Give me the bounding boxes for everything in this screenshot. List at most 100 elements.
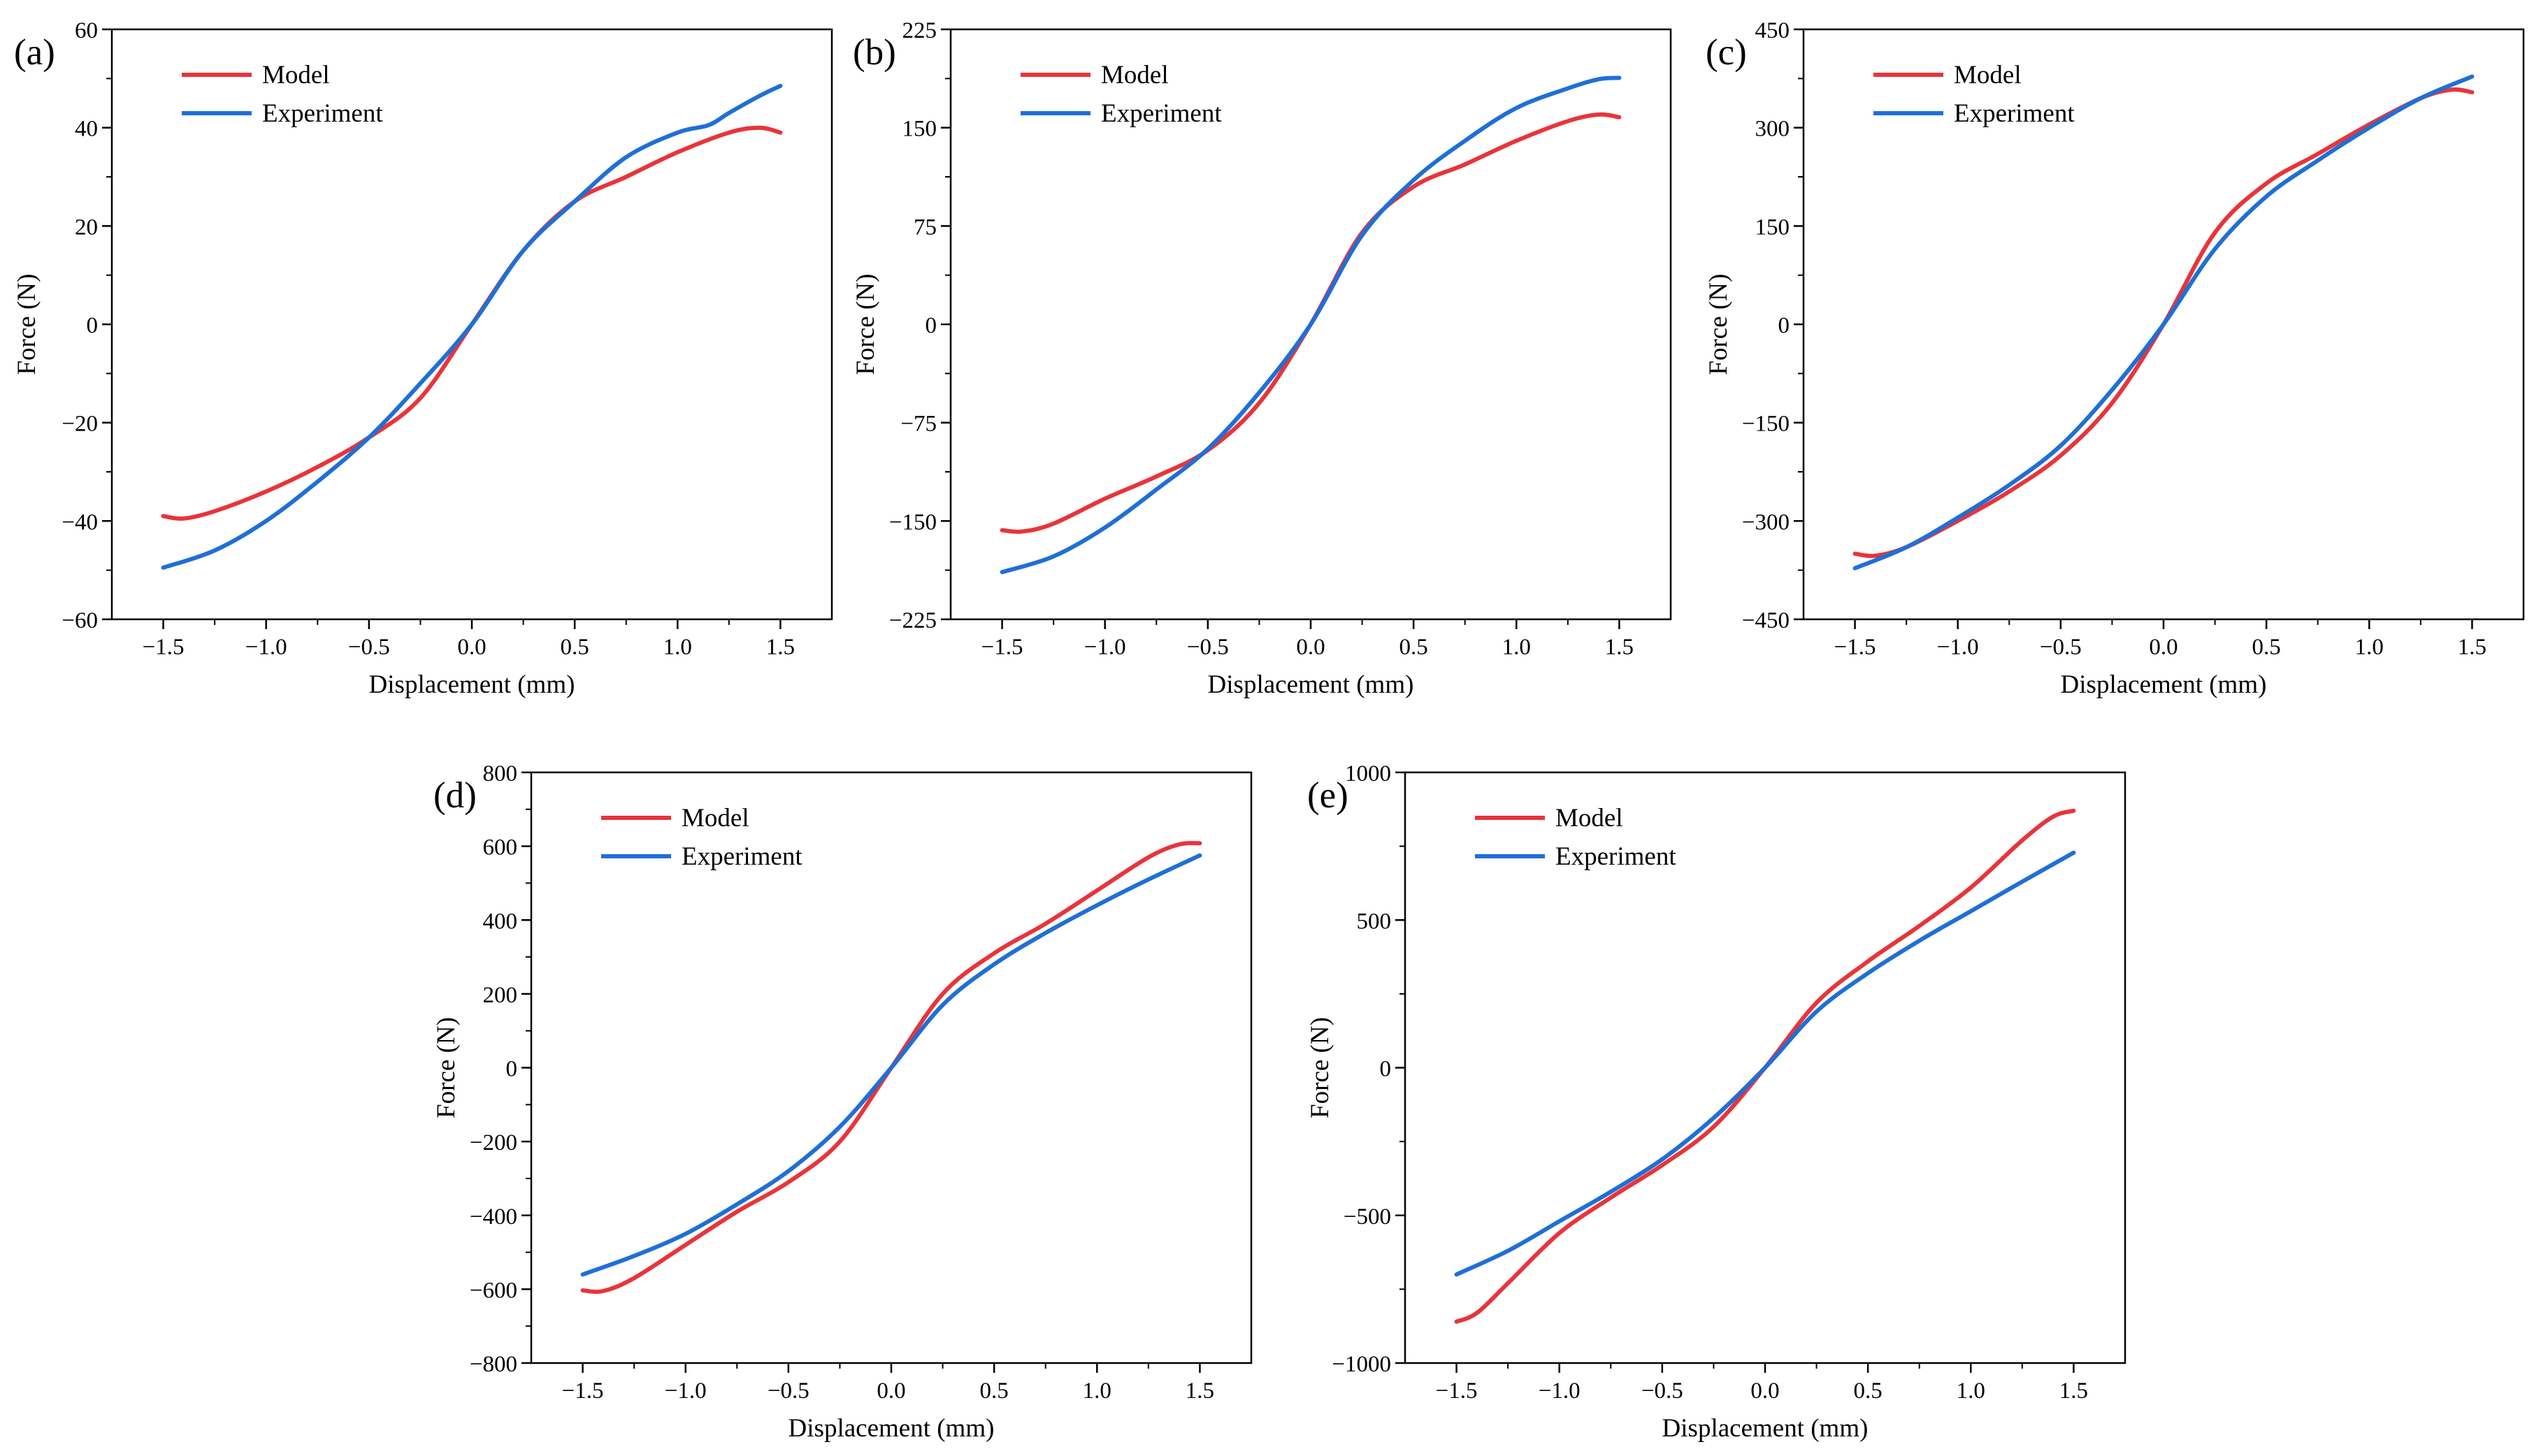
- chart-panel: −1.5 −1.0 −0.5 0.0 0.5 1.0 1.5 −225 −150 −75 0 75 15…: [851, 18, 1672, 699]
- y-tick-label: 450: [1755, 18, 1790, 43]
- y-tick-label: 0: [87, 313, 99, 338]
- y-axis-label: Force (N): [851, 274, 880, 375]
- y-tick-label: −20: [62, 412, 98, 437]
- panel-label: (c): [1706, 32, 1747, 73]
- y-axis-label: Force (N): [1306, 1017, 1334, 1118]
- y-tick-label: 1000: [1345, 761, 1391, 786]
- x-tick-label: 1.5: [2458, 635, 2486, 660]
- x-tick-label: 0.5: [2252, 635, 2281, 660]
- y-tick-label: 800: [483, 761, 518, 786]
- x-tick-label: −1.5: [981, 635, 1023, 660]
- y-tick-label: 0: [1380, 1057, 1392, 1082]
- x-axis-label: Displacement (mm): [1662, 1414, 1869, 1443]
- x-tick-label: −1.0: [665, 1378, 707, 1404]
- x-tick-label: 0.0: [457, 635, 486, 660]
- y-tick-label: −150: [1742, 412, 1790, 437]
- x-tick-label: −1.0: [245, 635, 287, 660]
- x-axis-label: Displacement (mm): [789, 1414, 995, 1443]
- x-tick-label: 0.0: [2149, 635, 2178, 660]
- x-tick-label: −1.5: [1436, 1378, 1478, 1404]
- x-tick-label: 1.0: [663, 635, 692, 660]
- y-tick-label: 300: [1755, 117, 1790, 142]
- chart-panel: −1.5 −1.0 −0.5 0.0 0.5 1.0 1.5 −450 −300 −150 0 150…: [1704, 18, 2525, 699]
- y-tick-label: 225: [902, 18, 937, 43]
- y-tick-label: −225: [889, 608, 937, 633]
- x-tick-label: −1.5: [143, 635, 185, 660]
- x-tick-label: −1.0: [1084, 635, 1126, 660]
- legend-label: Model: [682, 804, 749, 832]
- series-line-experiment: [1000, 75, 1622, 575]
- legend-label: Model: [1101, 61, 1169, 89]
- chart-panel: −1.5 −1.0 −0.5 0.0 0.5 1.0 1.5 −60 −40 −20 0 20 40 60…: [13, 18, 833, 699]
- y-tick-label: 500: [1357, 909, 1392, 934]
- y-tick-label: −150: [889, 510, 937, 535]
- x-tick-label: 0.0: [1750, 1378, 1779, 1404]
- x-tick-label: 0.0: [1296, 635, 1325, 660]
- panel-label: (a): [14, 32, 55, 73]
- y-tick-label: 40: [75, 117, 98, 142]
- x-tick-label: 1.0: [1502, 635, 1531, 660]
- y-tick-label: −60: [62, 608, 98, 633]
- legend-label: Model: [262, 61, 330, 89]
- legend-label: Model: [1555, 804, 1623, 832]
- series-line-experiment: [1454, 850, 2076, 1277]
- x-tick-label: −1.5: [562, 1378, 604, 1404]
- y-axis-label: Force (N): [432, 1017, 461, 1118]
- y-tick-label: 200: [483, 983, 518, 1008]
- x-tick-label: 0.0: [877, 1378, 905, 1404]
- y-tick-label: 600: [483, 835, 518, 860]
- x-tick-label: −1.0: [1937, 635, 1979, 660]
- y-tick-label: −800: [470, 1352, 517, 1377]
- x-tick-label: −0.5: [348, 635, 390, 660]
- y-tick-label: −40: [62, 510, 98, 535]
- legend-label: Experiment: [1101, 99, 1222, 128]
- legend-label: Experiment: [1954, 99, 2075, 128]
- panel-label: (d): [433, 775, 477, 816]
- y-tick-label: −500: [1344, 1204, 1391, 1230]
- legend-label: Experiment: [682, 842, 802, 871]
- chart-panel: −1.5 −1.0 −0.5 0.0 0.5 1.0 1.5 −1000 −500 0 500 100…: [1306, 761, 2126, 1443]
- y-tick-label: −75: [900, 412, 937, 437]
- legend-label: Model: [1954, 61, 2022, 89]
- series-line-experiment: [580, 853, 1202, 1277]
- x-tick-label: 0.5: [980, 1378, 1009, 1404]
- legend-label: Experiment: [1555, 842, 1676, 871]
- y-tick-label: 150: [1755, 215, 1790, 240]
- y-tick-label: 0: [1778, 313, 1790, 338]
- x-tick-label: −1.0: [1539, 1378, 1581, 1404]
- x-tick-label: −0.5: [1187, 635, 1229, 660]
- series-line-experiment: [1852, 74, 2475, 570]
- x-tick-label: −0.5: [1641, 1378, 1683, 1404]
- y-tick-label: 0: [506, 1057, 518, 1082]
- x-tick-label: 1.0: [2355, 635, 2384, 660]
- x-tick-label: 1.0: [1957, 1378, 1985, 1404]
- x-tick-label: −1.5: [1834, 635, 1876, 660]
- y-tick-label: 60: [75, 18, 98, 43]
- y-tick-label: −600: [470, 1278, 517, 1303]
- x-axis-label: Displacement (mm): [369, 670, 575, 699]
- x-axis-label: Displacement (mm): [1208, 670, 1414, 699]
- y-tick-label: 150: [902, 117, 937, 142]
- panel-label: (e): [1307, 775, 1348, 816]
- y-axis-label: Force (N): [1704, 274, 1733, 375]
- x-tick-label: −0.5: [768, 1378, 809, 1404]
- chart-panel: −1.5 −1.0 −0.5 0.0 0.5 1.0 1.5 −800 −600 −400 −200…: [432, 761, 1253, 1443]
- x-tick-label: 1.5: [766, 635, 795, 660]
- x-axis-label: Displacement (mm): [2061, 670, 2267, 699]
- x-tick-label: 0.5: [1854, 1378, 1883, 1404]
- y-tick-label: 75: [914, 215, 937, 240]
- panel-label: (b): [853, 32, 896, 73]
- x-tick-label: 1.5: [1186, 1378, 1214, 1404]
- y-tick-label: 400: [483, 909, 518, 934]
- y-tick-label: 0: [926, 313, 937, 338]
- y-axis-label: Force (N): [13, 274, 41, 375]
- legend-label: Experiment: [262, 99, 383, 128]
- y-tick-label: −1000: [1332, 1352, 1391, 1377]
- x-tick-label: 1.5: [2059, 1378, 2088, 1404]
- y-tick-label: −200: [470, 1130, 517, 1155]
- x-tick-label: 1.0: [1083, 1378, 1111, 1404]
- y-tick-label: −300: [1742, 510, 1790, 535]
- y-tick-label: −400: [470, 1204, 517, 1230]
- x-tick-label: 0.5: [561, 635, 589, 660]
